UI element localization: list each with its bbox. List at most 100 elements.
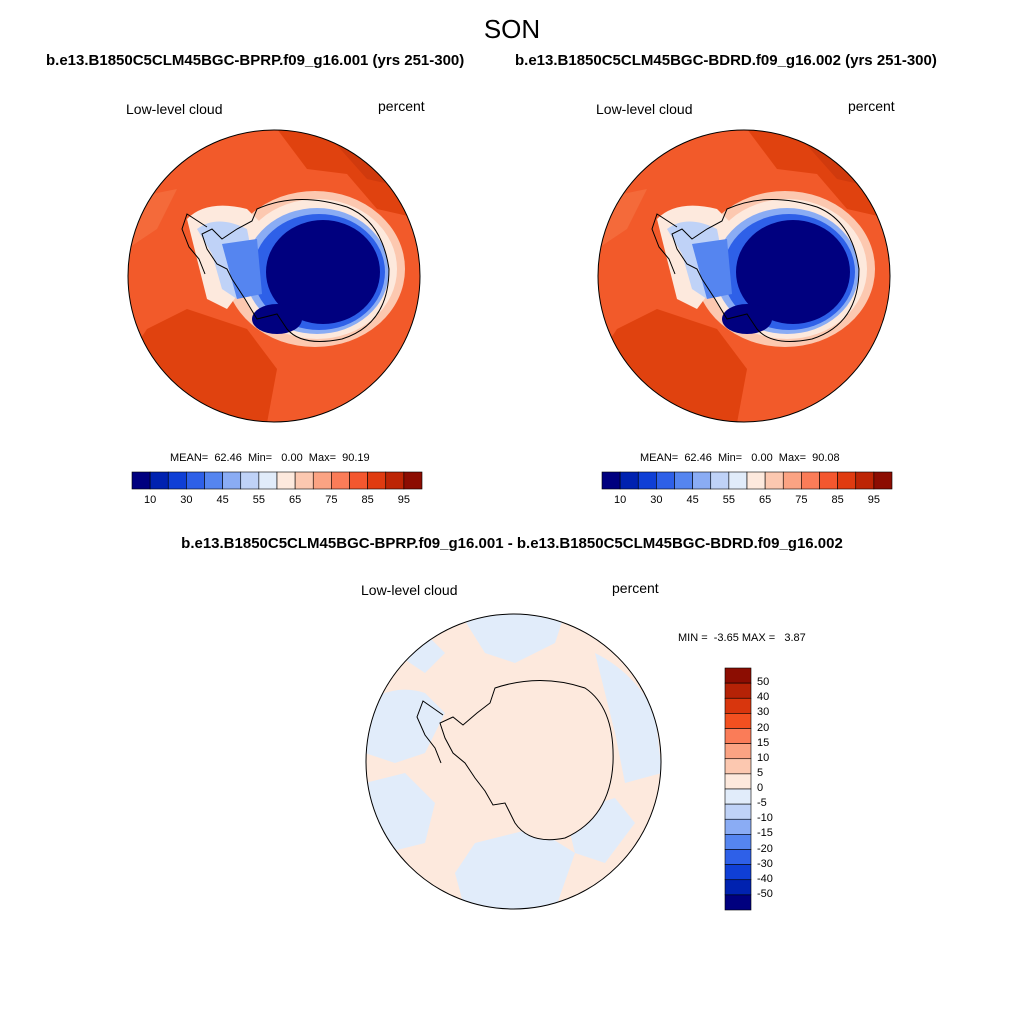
difference-title: b.e13.B1850C5CLM45BGC-BPRP.f09_g16.001 -… xyxy=(181,535,843,552)
difference-colorbar-labels: 50 40 30 20 15 10 5 0 -5 -10 -15 -20 -30 -40 -50 xyxy=(757,668,797,910)
right-colorbar-tick-label: 75 xyxy=(795,494,808,506)
left-colorbar-swatch xyxy=(131,471,151,490)
difference-colorbar-tick-label: -10 xyxy=(757,812,773,825)
left-colorbar-tick-label: 45 xyxy=(216,494,229,506)
left-colorbar-tick-label: 85 xyxy=(361,494,374,506)
left-colorbar-swatch xyxy=(349,471,368,490)
right-colorbar-swatch xyxy=(619,471,639,490)
left-colorbar-swatch xyxy=(331,471,350,490)
right-colorbar-tick-label: 10 xyxy=(614,494,627,506)
left-stats: MEAN= 62.46 Min= 0.00 Max= 90.19 xyxy=(170,452,370,464)
difference-colorbar-swatch xyxy=(724,728,752,744)
difference-colorbar-tick-label: 50 xyxy=(757,676,770,689)
left-polar-map xyxy=(127,129,421,423)
right-colorbar-tick-label: 45 xyxy=(686,494,699,506)
left-colorbar-swatch xyxy=(385,471,405,490)
right-colorbar-swatch xyxy=(801,471,820,490)
left-colorbar-swatch xyxy=(204,471,223,490)
difference-colorbar-swatch xyxy=(724,818,752,835)
difference-colorbar-swatch xyxy=(724,743,752,760)
difference-colorbar-tick-label: 40 xyxy=(757,691,770,704)
difference-colorbar-tick-label: 30 xyxy=(757,706,770,719)
left-colorbar-swatch xyxy=(294,471,314,490)
difference-colorbar-swatch xyxy=(724,834,752,850)
diff-stats: MIN = -3.65 MAX = 3.87 xyxy=(678,632,806,644)
left-colorbar-tick-label: 75 xyxy=(325,494,338,506)
difference-colorbar-swatch xyxy=(724,773,752,790)
right-colorbar-swatch xyxy=(656,471,675,490)
left-colorbar-swatch xyxy=(367,471,387,490)
left-colorbar-tick-label: 10 xyxy=(144,494,157,506)
right-polar-map xyxy=(597,129,891,423)
difference-colorbar-swatch xyxy=(724,803,752,820)
difference-colorbar-swatch xyxy=(724,667,752,684)
right-colorbar-swatch xyxy=(764,471,784,490)
left-colorbar-swatch xyxy=(186,471,205,490)
left-case-title: b.e13.B1850C5CLM45BGC-BPRP.f09_g16.001 (… xyxy=(46,52,465,69)
left-colorbar-swatch xyxy=(276,471,296,490)
difference-colorbar-swatch xyxy=(724,864,752,881)
left-colorbar xyxy=(131,471,423,490)
difference-colorbar-tick-label: -40 xyxy=(757,872,773,885)
right-colorbar-tick-label: 95 xyxy=(867,494,880,506)
right-colorbar-swatch xyxy=(637,471,657,490)
left-colorbar-swatch xyxy=(222,471,242,490)
right-colorbar-swatch xyxy=(601,471,621,490)
left-colorbar-tick-label: 65 xyxy=(289,494,302,506)
right-colorbar-tick-label: 55 xyxy=(722,494,735,506)
difference-colorbar-tick-label: 15 xyxy=(757,736,770,749)
right-colorbar-swatch xyxy=(782,471,802,490)
left-colorbar-swatch xyxy=(258,471,278,490)
right-colorbar-swatch xyxy=(837,471,857,490)
left-colorbar-swatch xyxy=(240,471,260,490)
right-case-title: b.e13.B1850C5CLM45BGC-BDRD.f09_g16.002 (… xyxy=(515,52,937,69)
difference-colorbar-swatch xyxy=(724,788,752,805)
difference-colorbar-swatch xyxy=(724,713,752,729)
left-colorbar-tick-label: 30 xyxy=(180,494,193,506)
difference-colorbar-swatch xyxy=(724,682,752,699)
difference-colorbar-swatch xyxy=(724,849,752,865)
left-colorbar-swatch xyxy=(149,471,169,490)
difference-colorbar-tick-label: 20 xyxy=(757,721,770,734)
right-colorbar-labels: 10 30 45 55 65 75 85 95 xyxy=(602,494,892,508)
left-colorbar-tick-label: 95 xyxy=(397,494,410,506)
right-colorbar-swatch xyxy=(746,471,766,490)
left-colorbar-swatch xyxy=(403,471,423,490)
difference-colorbar-tick-label: -5 xyxy=(757,797,767,810)
right-colorbar-swatch xyxy=(873,471,893,490)
left-colorbar-swatch xyxy=(312,471,332,490)
figure-title: SON xyxy=(483,14,541,44)
difference-colorbar-tick-label: -50 xyxy=(757,887,773,900)
difference-colorbar-swatch xyxy=(724,879,752,896)
left-colorbar-swatch xyxy=(167,471,187,490)
difference-colorbar-swatch xyxy=(724,697,752,714)
difference-colorbar-swatch xyxy=(724,894,752,911)
left-colorbar-tick-label: 55 xyxy=(252,494,265,506)
difference-colorbar-tick-label: -15 xyxy=(757,827,773,840)
right-colorbar-tick-label: 85 xyxy=(831,494,844,506)
difference-colorbar-tick-label: 5 xyxy=(757,766,764,779)
left-variable-label: Low-level cloud xyxy=(126,101,223,117)
left-colorbar-labels: 10 30 45 55 65 75 85 95 xyxy=(132,494,422,508)
right-colorbar-swatch xyxy=(710,471,730,490)
right-colorbar-swatch xyxy=(674,471,693,490)
right-colorbar-tick-label: 65 xyxy=(759,494,772,506)
difference-colorbar xyxy=(724,667,752,911)
difference-colorbar-tick-label: 0 xyxy=(757,782,764,794)
right-colorbar xyxy=(601,471,893,490)
difference-colorbar-tick-label: 10 xyxy=(757,751,770,764)
right-colorbar-swatch xyxy=(855,471,875,490)
left-units-label: percent xyxy=(378,98,425,114)
diff-units-label: percent xyxy=(612,580,659,596)
right-colorbar-tick-label: 30 xyxy=(650,494,663,506)
difference-colorbar-tick-label: -20 xyxy=(757,842,773,855)
right-units-label: percent xyxy=(848,98,895,114)
right-colorbar-swatch xyxy=(692,471,712,490)
difference-polar-map xyxy=(365,613,662,910)
right-stats: MEAN= 62.46 Min= 0.00 Max= 90.08 xyxy=(640,452,840,464)
right-colorbar-swatch xyxy=(819,471,838,490)
difference-colorbar-swatch xyxy=(724,758,752,775)
difference-colorbar-tick-label: -30 xyxy=(757,857,773,870)
right-colorbar-swatch xyxy=(728,471,748,490)
right-variable-label: Low-level cloud xyxy=(596,101,693,117)
